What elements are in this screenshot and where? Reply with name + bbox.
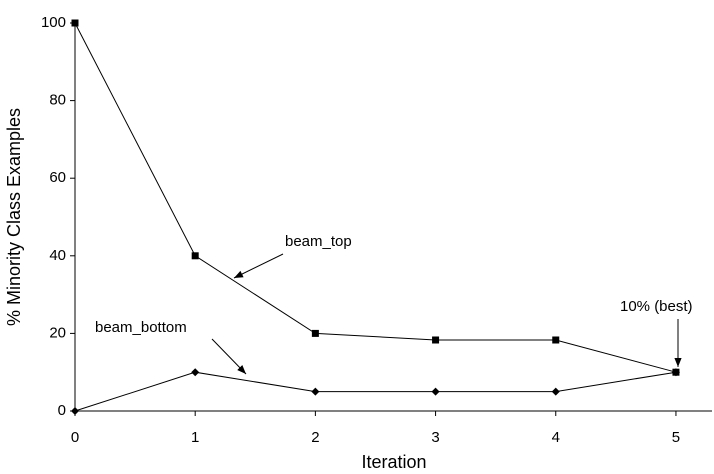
annotation: beam_top bbox=[285, 233, 352, 250]
y-axis-title: % Minority Class Examples bbox=[4, 108, 24, 326]
x-tick-label: 1 bbox=[191, 429, 199, 446]
series-line bbox=[74, 371, 677, 412]
point-marker bbox=[551, 387, 560, 396]
y-tick-label: 80 bbox=[49, 92, 66, 109]
point-marker bbox=[71, 407, 79, 415]
y-tick-label: 40 bbox=[49, 247, 66, 264]
x-tick-label: 3 bbox=[431, 429, 439, 446]
point-marker bbox=[671, 368, 680, 377]
x-axis-title: Iteration bbox=[361, 452, 426, 472]
y-tick-label: 20 bbox=[49, 324, 66, 341]
x-tick-label: 5 bbox=[672, 429, 680, 446]
point-marker bbox=[311, 329, 319, 337]
point-marker bbox=[311, 387, 320, 396]
x-tick-label: 4 bbox=[552, 429, 560, 446]
point-marker bbox=[71, 19, 79, 27]
annotation-arrow bbox=[211, 338, 247, 375]
y-tick-label: 60 bbox=[49, 169, 66, 186]
point-marker bbox=[191, 252, 199, 260]
y-tick-label: 0 bbox=[58, 402, 66, 419]
annotation: 10% (best) bbox=[620, 298, 693, 315]
annotation-arrow bbox=[233, 253, 284, 279]
series-line bbox=[74, 22, 677, 373]
point-marker bbox=[432, 336, 440, 344]
x-tick-label: 2 bbox=[311, 429, 319, 446]
annotation: beam_bottom bbox=[95, 319, 187, 336]
point-marker bbox=[191, 368, 200, 377]
point-marker bbox=[552, 336, 560, 344]
point-marker bbox=[431, 387, 440, 396]
x-tick-label: 0 bbox=[71, 429, 79, 446]
y-tick-label: 100 bbox=[41, 14, 66, 31]
